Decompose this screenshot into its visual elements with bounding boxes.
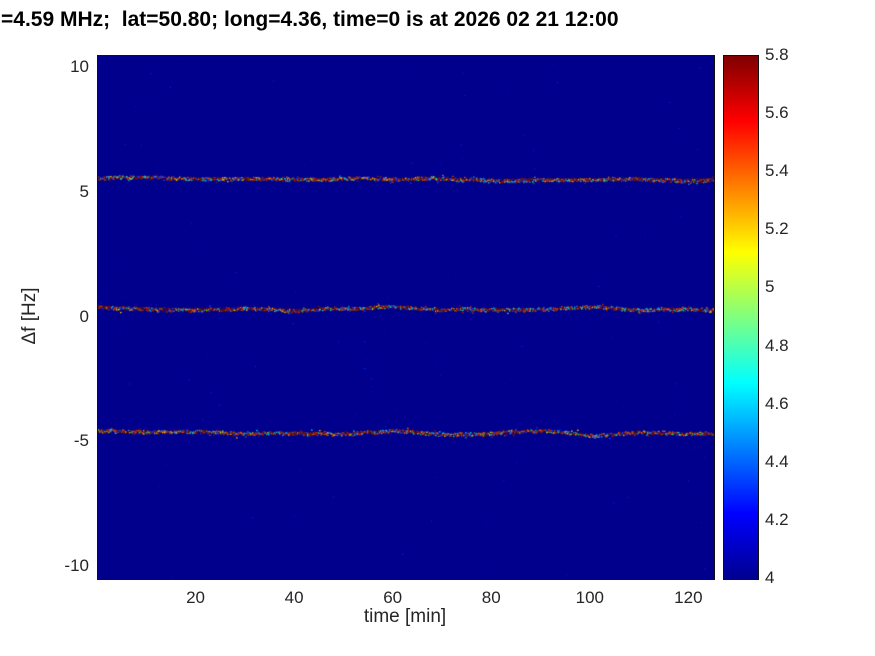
y-tick-label: -10 <box>64 555 89 575</box>
colorbar <box>723 55 759 580</box>
heatmap-canvas <box>98 56 714 579</box>
y-tick-label: -5 <box>73 431 89 451</box>
x-tick-label: 80 <box>481 588 501 607</box>
figure-title: =4.59 MHz; lat=50.80; long=4.36, time=0 … <box>1 8 619 31</box>
colorbar-tick-label: 4 <box>765 568 775 587</box>
colorbar-tick-label: 5.2 <box>765 219 789 239</box>
colorbar-tick-label: 4.2 <box>765 509 789 529</box>
colorbar-tick-label: 4.8 <box>765 335 789 355</box>
x-tick-label: 20 <box>186 588 205 607</box>
colorbar-gradient <box>724 56 758 579</box>
x-tick-label: 40 <box>284 588 304 607</box>
colorbar-tick-label: 4.4 <box>765 451 789 471</box>
x-tick-label: 60 <box>383 588 403 607</box>
y-tick-label: 10 <box>70 57 89 77</box>
y-axis-label: Δf [Hz] <box>19 287 40 345</box>
y-tick-label: 5 <box>79 181 89 201</box>
x-tick-label: 100 <box>575 588 604 607</box>
y-tick-label: 0 <box>79 306 89 326</box>
colorbar-tick-label: 5.4 <box>765 161 789 181</box>
colorbar-tick-label: 5.8 <box>765 45 789 64</box>
plot-area <box>97 55 715 580</box>
x-tick-label: 120 <box>674 588 703 607</box>
colorbar-tick-label: 4.6 <box>765 393 789 413</box>
colorbar-tick-label: 5 <box>765 277 775 297</box>
colorbar-tick-label: 5.6 <box>765 103 789 123</box>
x-axis-label: time [min] <box>363 606 447 627</box>
